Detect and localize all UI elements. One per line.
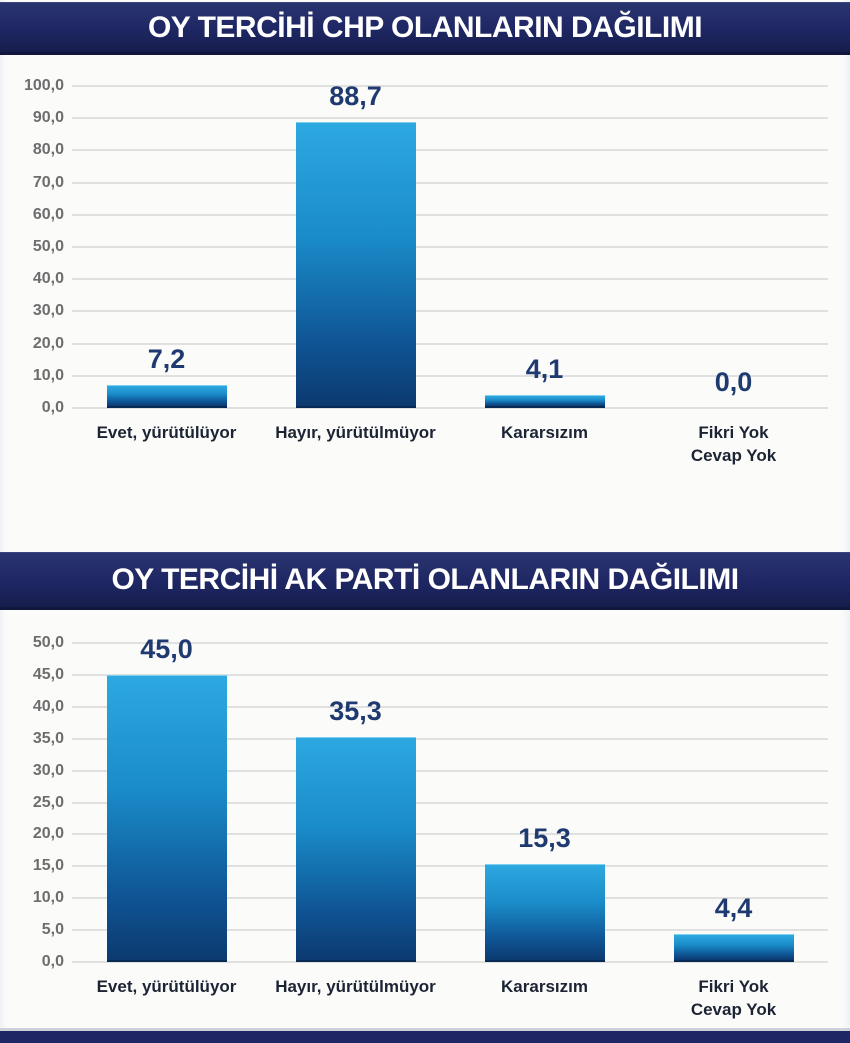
gridline bbox=[72, 929, 828, 932]
bar bbox=[484, 864, 605, 962]
chart-akparti-bars: 45,0 35,3 15,3 4,4 bbox=[72, 634, 828, 962]
gridline bbox=[72, 342, 828, 345]
bar bbox=[106, 674, 227, 962]
category-label: Fikri Yok Cevap Yok bbox=[690, 423, 777, 465]
bar-slot: 0,0 bbox=[639, 86, 828, 408]
category-label: Fikri Yok Cevap Yok bbox=[690, 977, 777, 1019]
y-axis-tick-label: 30,0 bbox=[32, 761, 64, 779]
gridline bbox=[72, 117, 828, 120]
gridline bbox=[72, 213, 828, 216]
gridline bbox=[72, 278, 828, 281]
chart-akparti-x-axis-labels: Evet, yürütülüyor Hayır, yürütülmüyor Kara… bbox=[72, 975, 828, 1021]
bar bbox=[295, 736, 416, 962]
chart-chp-title-bar: OY TERCİHİ CHP OLANLARIN DAĞILIMI bbox=[0, 2, 850, 55]
y-axis-tick-label: 25,0 bbox=[32, 793, 64, 811]
gridline bbox=[72, 961, 828, 963]
y-axis-tick-label: 5,0 bbox=[41, 921, 64, 939]
y-axis-tick-label: 40,0 bbox=[32, 270, 64, 288]
bar-value-label: 88,7 bbox=[329, 81, 382, 112]
y-axis-tick-label: 40,0 bbox=[32, 697, 64, 715]
category-label: Kararsızım bbox=[501, 977, 588, 996]
bar-chart-akparti: 50,0 45,0 40,0 35,0 30,0 25,0 20,0 15,0 10,0 5,0 0… bbox=[0, 612, 850, 1030]
category-label: Evet, yürütülüyor bbox=[96, 977, 237, 996]
bar-value-label: 0,0 bbox=[714, 367, 753, 397]
y-axis-tick-label: 20,0 bbox=[32, 334, 64, 352]
gridline bbox=[72, 737, 828, 740]
bar-slot: 45,0 bbox=[72, 634, 261, 962]
bar-value-label: 15,3 bbox=[518, 823, 571, 854]
chart-chp-title: OY TERCİHİ CHP OLANLARIN DAĞILIMI bbox=[147, 10, 703, 44]
bottom-divider bbox=[0, 1028, 850, 1031]
bar-slot: 4,4 bbox=[639, 643, 828, 962]
category-label: Hayır, yürütülmüyor bbox=[275, 423, 436, 442]
bar-value-label: 7,2 bbox=[147, 343, 186, 374]
chart-chp-y-axis: 100,0 90,0 80,0 70,0 60,0 50,0 40,0 30,0 20,0 10,… bbox=[0, 77, 64, 416]
gridline bbox=[72, 642, 828, 644]
y-axis-tick-label: 70,0 bbox=[32, 173, 64, 191]
bar-value-label: 45,0 bbox=[140, 633, 193, 664]
bar-slot: 88,7 bbox=[261, 81, 450, 408]
y-axis-tick-label: 50,0 bbox=[32, 634, 64, 651]
gridline bbox=[72, 85, 828, 87]
gridline bbox=[72, 149, 828, 152]
gridline bbox=[72, 181, 828, 184]
y-axis-tick-label: 20,0 bbox=[32, 825, 64, 843]
gridline bbox=[72, 673, 828, 676]
gridline bbox=[72, 310, 828, 313]
category-label: Hayır, yürütülmüyor bbox=[275, 977, 436, 996]
y-axis-tick-label: 90,0 bbox=[32, 109, 64, 127]
gridline bbox=[72, 705, 828, 708]
bar-slot: 4,1 bbox=[450, 86, 639, 408]
category-label: Kararsızım bbox=[501, 423, 588, 442]
bar-slot: 7,2 bbox=[72, 86, 261, 408]
bar-slot: 15,3 bbox=[450, 643, 639, 962]
y-axis-tick-label: 30,0 bbox=[32, 302, 64, 320]
bar bbox=[673, 933, 794, 962]
bar bbox=[295, 122, 416, 408]
bar-value-label: 4,1 bbox=[525, 353, 564, 384]
y-axis-tick-label: 15,0 bbox=[32, 857, 64, 875]
y-axis-tick-label: 10,0 bbox=[32, 889, 64, 907]
y-axis-tick-label: 100,0 bbox=[23, 77, 64, 94]
chart-akparti-title: OY TERCİHİ AK PARTİ OLANLARIN DAĞILIMI bbox=[111, 563, 739, 596]
gridline bbox=[72, 407, 828, 409]
gridline bbox=[72, 801, 828, 804]
bar-value-label: 4,4 bbox=[714, 892, 753, 923]
chart-akparti-title-bar: OY TERCİHİ AK PARTİ OLANLARIN DAĞILIMI bbox=[0, 552, 850, 610]
y-axis-tick-label: 60,0 bbox=[32, 205, 64, 223]
y-axis-tick-label: 50,0 bbox=[32, 238, 64, 255]
chart-chp-bars: 7,2 88,7 4,1 0,0 bbox=[72, 81, 828, 408]
gridline bbox=[72, 374, 828, 377]
chart-chp-plot-area: 7,2 88,7 4,1 0,0 bbox=[72, 81, 828, 409]
y-axis-tick-label: 80,0 bbox=[32, 141, 64, 159]
category-label: Evet, yürütülüyor bbox=[96, 423, 237, 442]
y-axis-tick-label: 45,0 bbox=[32, 665, 64, 683]
bar bbox=[106, 384, 227, 408]
chart-akparti-y-axis: 50,0 45,0 40,0 35,0 30,0 25,0 20,0 15,0 10,0 5,0 0… bbox=[0, 634, 64, 970]
gridline bbox=[72, 865, 828, 868]
cropped-next-title-bar bbox=[0, 1031, 850, 1043]
bar-slot: 35,3 bbox=[261, 643, 450, 962]
y-axis-tick-label: 35,0 bbox=[32, 729, 64, 747]
y-axis-tick-label: 0,0 bbox=[41, 953, 64, 970]
y-axis-tick-label: 10,0 bbox=[32, 366, 64, 384]
gridline bbox=[72, 769, 828, 772]
chart-chp-x-axis-labels: Evet, yürütülüyor Hayır, yürütülmüyor Kara… bbox=[72, 421, 828, 467]
bar-chart-chp: 100,0 90,0 80,0 70,0 60,0 50,0 40,0 30,0 20,0 10,… bbox=[0, 58, 850, 483]
y-axis-tick-label: 0,0 bbox=[41, 399, 64, 416]
gridline bbox=[72, 246, 828, 248]
gridline bbox=[72, 833, 828, 836]
bar bbox=[484, 394, 605, 408]
chart-akparti-plot-area: 45,0 35,3 15,3 4,4 bbox=[72, 634, 828, 963]
gridline bbox=[72, 897, 828, 900]
bar-value-label: 35,3 bbox=[329, 695, 382, 726]
